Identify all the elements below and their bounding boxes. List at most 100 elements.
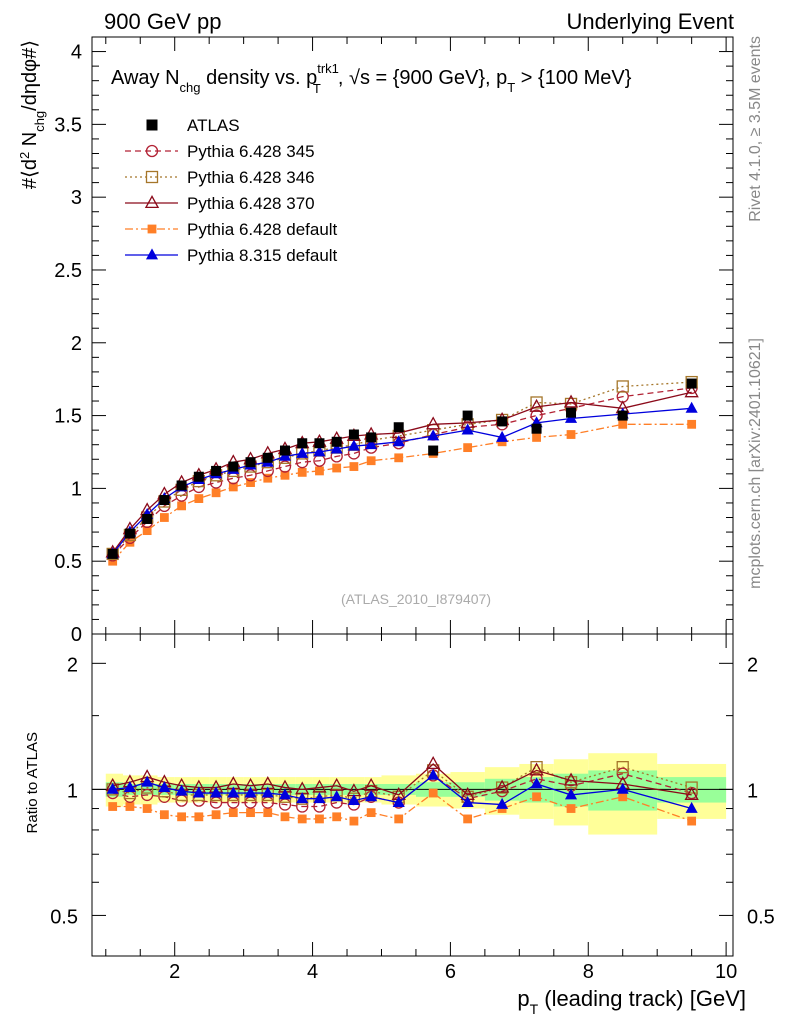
ratio-data-point [106, 782, 119, 794]
data-point [278, 460, 292, 473]
ratio-data-point [426, 756, 441, 770]
ratio-data-point [329, 777, 344, 791]
data-point [392, 435, 405, 447]
data-point [244, 469, 257, 482]
title-sup-2: trk1 [317, 61, 339, 76]
data-point [314, 438, 325, 449]
legend-marker [145, 170, 159, 184]
ratio-data-point [616, 767, 629, 780]
ratio-data-point [140, 788, 154, 802]
ratio-data-point [461, 795, 474, 807]
ratio-data-point [280, 812, 290, 822]
data-point [428, 445, 439, 456]
data-point [280, 470, 290, 480]
main-ytick-label: 2 [71, 333, 82, 355]
data-point [366, 432, 377, 443]
main-ytick-label: 0.5 [54, 551, 82, 573]
data-point [194, 494, 204, 503]
ratio-data-point [685, 801, 698, 813]
ratio-series-group [105, 756, 699, 826]
series-atlas [107, 378, 697, 559]
data-point [315, 466, 324, 476]
ratio-data-point [496, 797, 509, 809]
title-sub-3: T [507, 80, 515, 95]
main-ytick-label: 4 [71, 42, 82, 64]
ratio-data-point [123, 780, 136, 792]
data-point [530, 396, 543, 409]
ratio-data-point [159, 810, 169, 820]
xlabel-part-b: (leading track) [GeV] [538, 986, 746, 1011]
ratio-data-point [428, 788, 438, 798]
ratio-ytick-label-right: 0.5 [747, 906, 775, 928]
title-sub-2: T [313, 81, 321, 96]
ratio-data-point [530, 760, 543, 774]
data-point [461, 423, 474, 435]
data-point [176, 480, 187, 491]
data-point [349, 462, 359, 471]
ratio-data-point [125, 802, 135, 811]
ratio-data-point [564, 788, 578, 800]
legend-entry: Pythia 6.428 default [125, 220, 338, 239]
analysis-label: (ATLAS_2010_I879407) [341, 591, 491, 607]
data-point [296, 446, 309, 458]
title-part-4: > {100 MeV} [515, 67, 632, 89]
ratio-data-point [227, 786, 240, 798]
legend-entry: Pythia 6.428 345 [125, 142, 315, 161]
ratio-data-point [564, 776, 578, 789]
main-ytick-label: 1 [71, 478, 82, 500]
title-part-2: density vs. p [201, 67, 318, 89]
data-point [348, 429, 359, 440]
ratio-data-point [392, 795, 405, 807]
data-point [566, 430, 576, 439]
data-point [616, 380, 629, 393]
ratio-data-point [618, 792, 628, 802]
data-point [497, 416, 508, 427]
ratio-xtick-label: 4 [307, 961, 318, 983]
data-point [347, 439, 360, 451]
ratio-data-point [263, 808, 273, 818]
data-point [463, 443, 473, 453]
data-point [496, 430, 509, 442]
ratio-data-point [142, 804, 152, 813]
ratio-axis-ticks: 0.5 0.5 1 1 2 2 2 4 6 8 10 [50, 634, 775, 983]
data-point [529, 398, 544, 412]
ratio-data-point [366, 808, 376, 818]
series-line [112, 387, 692, 556]
data-point [159, 495, 170, 506]
ratio-data-point [211, 810, 221, 820]
ratio-data-point [566, 804, 576, 813]
data-point [107, 548, 118, 559]
ratio-data-point [684, 786, 699, 800]
ratio-xtick-label: 8 [583, 961, 594, 983]
data-point [394, 453, 404, 463]
data-point [246, 478, 255, 487]
data-point [427, 429, 440, 441]
ratio-xlabel: pT (leading track) [GeV] [517, 986, 746, 1017]
data-point [393, 422, 404, 433]
legend-marker [144, 195, 160, 209]
ratio-data-point [313, 792, 326, 804]
legend-label: Pythia 6.428 default [187, 220, 338, 239]
main-panel: 00.511.522.533.54 #⟨d2 Nchg/dηdφ#⟩ Away … [17, 36, 734, 646]
data-point [245, 457, 256, 468]
data-point [618, 419, 628, 429]
ratio-data-point [175, 784, 188, 796]
legend-marker [147, 224, 157, 234]
data-point [686, 378, 697, 389]
ratio-ytick-label: 2 [67, 654, 78, 676]
rivet-version-label: Rivet 4.1.0, ≥ 3.5M events [747, 36, 764, 222]
data-point [566, 407, 577, 418]
ratio-data-point [108, 802, 118, 811]
legend: ATLAS Pythia 6.428 345 Pythia 6.428 346 Pyt… [125, 116, 338, 265]
data-point [531, 423, 542, 434]
data-point [462, 410, 473, 421]
ratio-ytick-label-right: 1 [747, 780, 758, 802]
ratio-data-point [616, 782, 629, 794]
data-point [142, 526, 152, 536]
data-point [313, 445, 326, 457]
data-point [124, 528, 135, 539]
data-point [685, 401, 698, 413]
main-ytick-label: 2.5 [54, 260, 82, 282]
ylabel-part-b: N [19, 132, 41, 152]
